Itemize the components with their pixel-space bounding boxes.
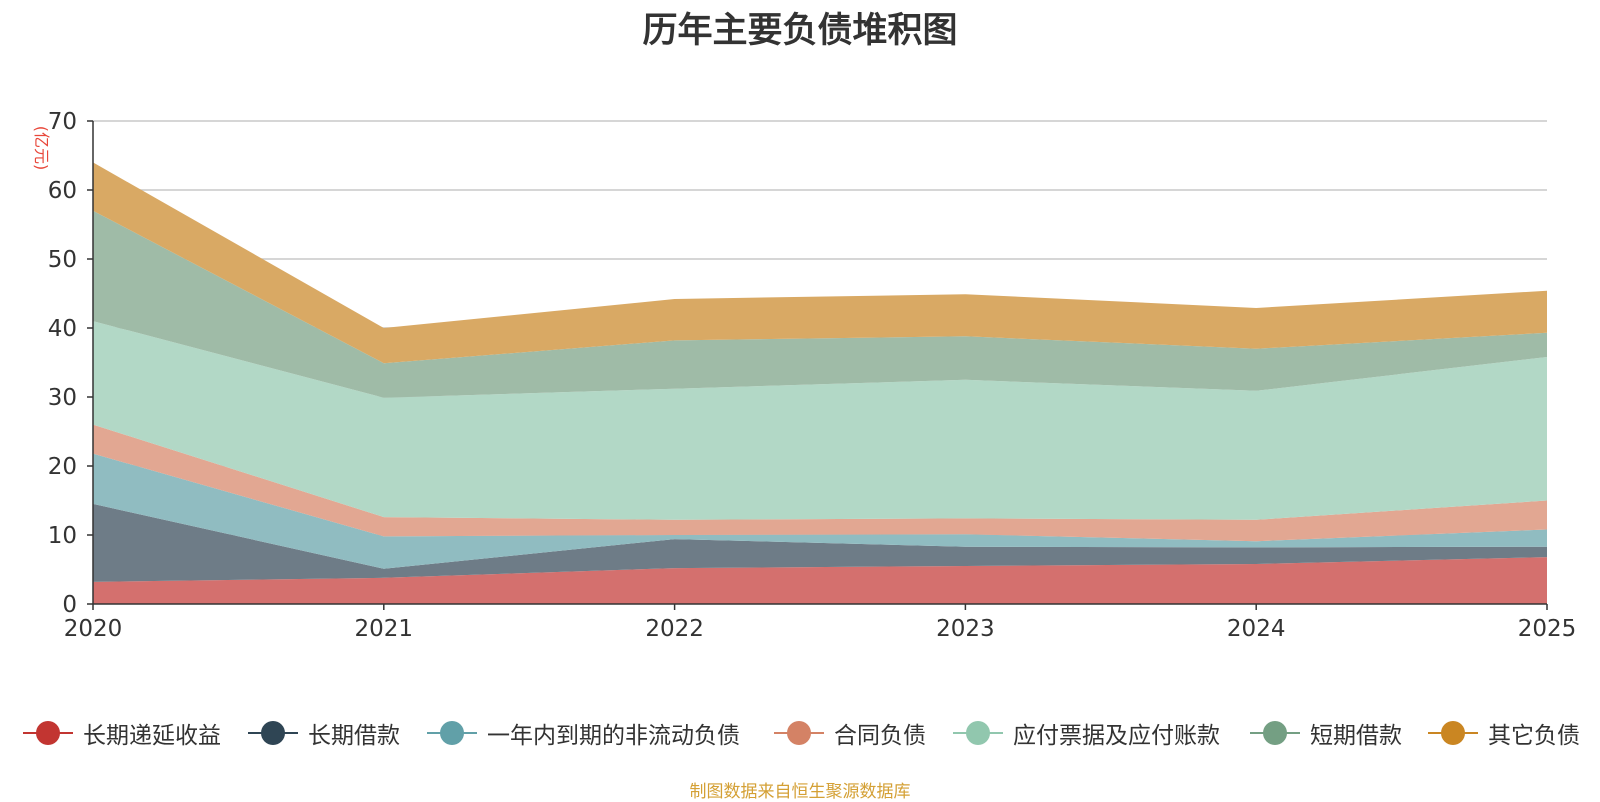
legend-item[interactable]: 其它负债 xyxy=(1428,716,1580,750)
legend: 长期递延收益 长期借款 一年内到期的非流动负债 合同负债 应付票据及应付账款 短期借款 其它… xyxy=(0,716,1600,756)
y-axis-unit-label: (亿元) xyxy=(32,126,51,171)
legend-swatch-icon xyxy=(427,720,477,746)
area-series-2 xyxy=(93,503,1547,582)
x-tick-label: 2023 xyxy=(936,616,995,642)
y-tick-label: 20 xyxy=(48,454,77,480)
y-tick-label: 30 xyxy=(48,385,77,411)
legend-item[interactable]: 一年内到期的非流动负债 xyxy=(427,716,740,750)
legend-swatch-icon xyxy=(248,720,298,746)
area-series-7 xyxy=(93,162,1547,364)
legend-swatch-icon xyxy=(1428,720,1478,746)
axes xyxy=(87,120,1548,610)
legend-item[interactable]: 长期借款 xyxy=(248,716,400,750)
area-series-6 xyxy=(93,210,1547,398)
chart-title: 历年主要负债堆积图 xyxy=(642,11,958,51)
tick-labels: 0 10 20 30 40 50 60 70 2020 2021 2022 2023 2024 2025 xyxy=(48,109,1577,642)
legend-item[interactable]: 长期递延收益 xyxy=(23,716,221,750)
area-series xyxy=(93,162,1547,604)
legend-swatch-icon xyxy=(23,720,73,746)
area-series-3 xyxy=(93,453,1547,569)
data-source-note: 制图数据来自恒生聚源数据库 xyxy=(689,782,911,802)
x-tick-label: 2022 xyxy=(645,616,704,642)
legend-item[interactable]: 应付票据及应付账款 xyxy=(953,716,1220,750)
y-tick-label: 0 xyxy=(62,592,77,618)
legend-label: 其它负债 xyxy=(1488,723,1580,749)
legend-label: 一年内到期的非流动负债 xyxy=(487,723,740,749)
legend-item[interactable]: 合同负债 xyxy=(774,716,926,750)
legend-swatch-icon xyxy=(1250,720,1300,746)
legend-label: 短期借款 xyxy=(1310,723,1402,749)
x-tick-label: 2021 xyxy=(355,616,414,642)
area-series-1 xyxy=(93,557,1547,604)
legend-label: 长期递延收益 xyxy=(83,723,221,749)
area-series-5 xyxy=(93,321,1547,520)
legend-swatch-icon xyxy=(774,720,824,746)
x-tick-label: 2024 xyxy=(1227,616,1286,642)
x-tick-label: 2025 xyxy=(1518,616,1577,642)
legend-label: 长期借款 xyxy=(308,723,400,749)
y-tick-label: 50 xyxy=(48,247,77,273)
area-series-4 xyxy=(93,424,1547,542)
x-tick-label: 2020 xyxy=(64,616,123,642)
y-tick-label: 70 xyxy=(48,109,77,135)
y-tick-label: 40 xyxy=(48,316,77,342)
legend-label: 合同负债 xyxy=(834,723,926,749)
legend-label: 应付票据及应付账款 xyxy=(1013,723,1220,749)
legend-item[interactable]: 短期借款 xyxy=(1250,716,1402,750)
y-tick-label: 10 xyxy=(48,523,77,549)
legend-swatch-icon xyxy=(953,720,1003,746)
y-tick-label: 60 xyxy=(48,178,77,204)
